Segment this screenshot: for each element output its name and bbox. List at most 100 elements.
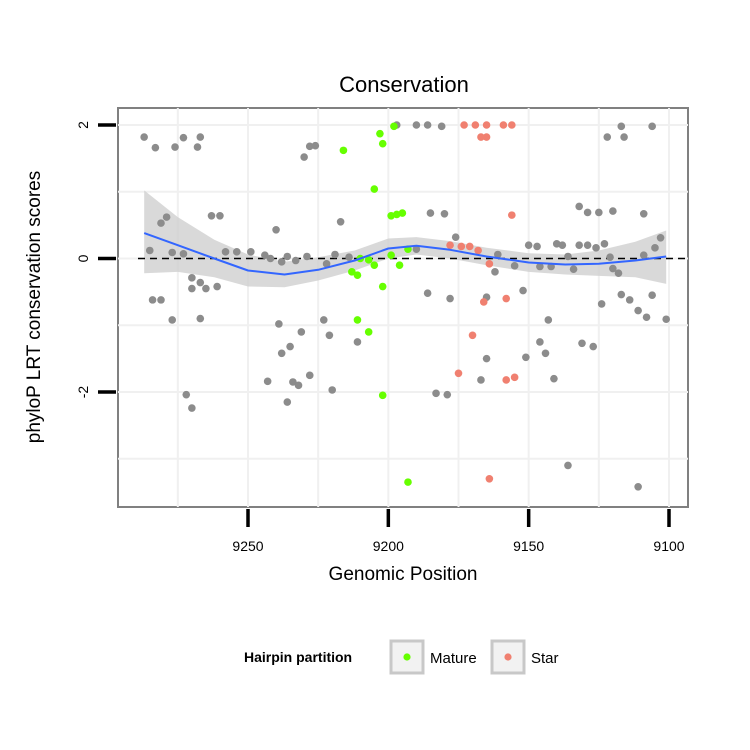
data-point-other <box>648 122 656 131</box>
data-point-star <box>474 246 482 255</box>
data-point-other <box>305 142 314 151</box>
data-point-other <box>157 219 165 227</box>
data-point-other <box>266 254 275 263</box>
data-point-other <box>578 339 586 348</box>
y-tick-label: 0 <box>75 254 91 262</box>
grid-lines <box>118 108 688 507</box>
data-point-other <box>533 242 541 251</box>
points-layer <box>140 121 670 491</box>
data-point-mature <box>353 316 362 324</box>
data-point-other <box>286 342 294 351</box>
data-point-other <box>322 260 331 268</box>
data-point-other <box>592 244 600 252</box>
data-point-other <box>263 377 272 386</box>
data-point-star <box>457 242 466 251</box>
data-point-mature <box>348 268 356 276</box>
data-point-mature <box>364 256 373 264</box>
data-point-other <box>423 289 432 298</box>
data-point-other <box>171 143 179 151</box>
data-point-mature <box>378 139 387 148</box>
data-point-other <box>272 225 280 234</box>
data-point-other <box>328 386 337 394</box>
data-point-star <box>482 121 491 129</box>
legend-item-mature: Mature <box>389 639 477 675</box>
data-point-other <box>432 389 440 398</box>
data-point-other <box>609 207 617 215</box>
data-point-other <box>569 265 578 273</box>
data-point-mature <box>370 261 379 269</box>
data-point-star <box>502 294 511 303</box>
data-point-other <box>426 209 435 217</box>
data-point-other <box>564 461 572 470</box>
data-point-star <box>468 331 477 340</box>
smooth-line <box>143 232 667 276</box>
data-point-other <box>493 250 502 259</box>
data-point-other <box>589 342 598 351</box>
data-point-other <box>656 234 665 242</box>
data-point-mature <box>376 129 384 138</box>
legend: Hairpin partition Mature Star <box>244 639 559 675</box>
data-point-other <box>451 233 460 241</box>
data-point-mature <box>378 391 387 400</box>
data-point-other <box>510 262 519 270</box>
data-point-other <box>446 294 454 303</box>
data-point-other <box>642 313 651 322</box>
data-point-other <box>519 286 527 295</box>
data-point-star <box>485 260 494 268</box>
data-point-other <box>247 248 255 256</box>
plot-panel <box>117 107 689 508</box>
data-point-other <box>491 268 499 276</box>
data-point-other <box>595 208 603 217</box>
data-point-other <box>151 143 160 152</box>
x-tick-label: 9250 <box>232 538 263 554</box>
data-point-other <box>524 241 533 249</box>
x-tick-label: 9200 <box>373 538 404 554</box>
data-point-star <box>508 121 516 129</box>
data-point-other <box>583 241 592 249</box>
data-point-other <box>305 371 314 380</box>
data-point-other <box>294 381 303 390</box>
data-point-other <box>140 133 148 141</box>
data-point-other <box>291 256 300 265</box>
data-point-star <box>454 369 463 378</box>
data-point-other <box>168 248 177 257</box>
data-point-other <box>625 296 634 304</box>
data-point-other <box>583 208 592 217</box>
data-point-other <box>336 217 345 226</box>
legend-key-star <box>490 639 526 675</box>
data-point-star <box>460 121 468 129</box>
data-point-other <box>196 314 205 323</box>
data-point-other <box>634 482 642 491</box>
data-point-other <box>162 213 171 221</box>
data-point-other <box>482 354 491 363</box>
data-point-other <box>609 264 617 273</box>
data-point-other <box>620 133 628 141</box>
data-point-other <box>614 269 623 277</box>
data-point-mature <box>370 185 379 193</box>
data-point-other <box>145 246 154 255</box>
data-point-other <box>603 133 612 141</box>
y-axis-title: phyloP LRT conservation scores <box>24 171 45 444</box>
data-point-other <box>648 291 656 300</box>
data-point-other <box>303 252 311 261</box>
data-point-other <box>207 211 216 220</box>
legend-item-star: Star <box>490 639 559 675</box>
x-axis: 9250 9200 9150 9100 <box>232 509 685 554</box>
data-point-other <box>213 282 221 291</box>
data-point-other <box>221 248 230 256</box>
data-point-other <box>617 290 626 299</box>
data-point-other <box>289 378 297 386</box>
data-point-other <box>412 245 421 253</box>
data-point-other <box>662 315 670 324</box>
data-point-other <box>188 274 196 282</box>
data-point-mature <box>398 209 407 217</box>
data-point-other <box>232 248 241 256</box>
data-point-other <box>639 209 648 218</box>
data-point-mature <box>395 261 404 269</box>
data-point-other <box>550 374 558 383</box>
y-tick-label: 2 <box>75 121 91 129</box>
data-point-star <box>477 133 485 141</box>
data-point-other <box>597 300 606 308</box>
smooth-line-layer <box>143 232 667 276</box>
data-point-other <box>157 296 165 304</box>
